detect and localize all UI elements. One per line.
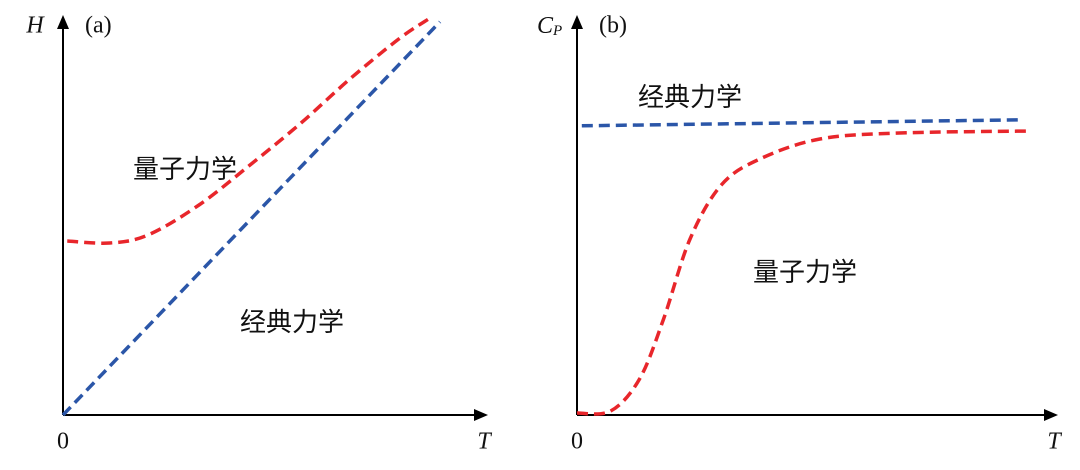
series-label: 量子力学 bbox=[753, 258, 857, 287]
panel-title: (a) bbox=[85, 13, 112, 39]
series-label: 量子力学 bbox=[133, 155, 237, 184]
x-tick-label: 0 bbox=[57, 429, 69, 455]
x-axis-label: T bbox=[477, 429, 492, 455]
y-axis-label: H bbox=[25, 13, 45, 39]
series-label: 经典力学 bbox=[638, 83, 742, 112]
y-arrow bbox=[571, 15, 583, 29]
series-line bbox=[67, 17, 430, 245]
series-label: 经典力学 bbox=[240, 308, 344, 337]
series-line bbox=[581, 118, 1022, 128]
y-axis-label-main: C bbox=[537, 13, 554, 39]
x-axis-label: T bbox=[1047, 429, 1062, 455]
y-arrow bbox=[57, 15, 69, 29]
series-line bbox=[61, 20, 442, 417]
y-axis-label: CP bbox=[537, 13, 562, 40]
panel-title: (b) bbox=[599, 13, 627, 39]
y-axis-label-sub: P bbox=[552, 23, 562, 39]
x-arrow bbox=[1044, 409, 1058, 421]
series-line bbox=[576, 129, 1032, 416]
x-tick-label: 0 bbox=[571, 429, 583, 455]
x-arrow bbox=[474, 409, 488, 421]
